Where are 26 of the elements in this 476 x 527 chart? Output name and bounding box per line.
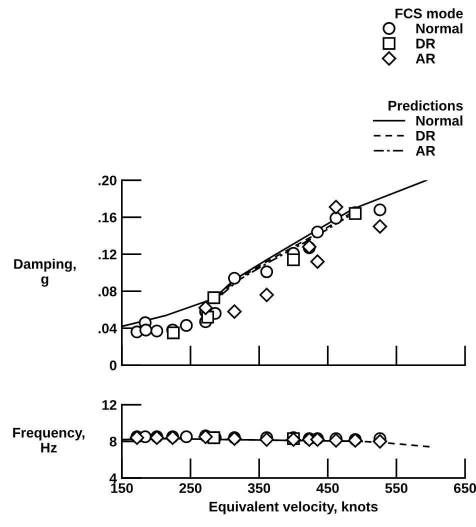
y-tick-label: 12 xyxy=(102,400,116,410)
text: Predictions xyxy=(388,100,463,111)
y-tick-label: .16 xyxy=(98,212,116,222)
legend-label: DR xyxy=(416,38,436,48)
y-tick-label: .04 xyxy=(98,324,117,334)
legend-title: FCS mode xyxy=(396,8,463,18)
legend-label: AR xyxy=(416,54,436,64)
x-axis-title: Equivalent velocity, knots xyxy=(210,501,378,514)
y-tick-label: 4 xyxy=(109,473,117,484)
y-axis-title: Frequency, Hz xyxy=(13,428,84,452)
x-tick-label: 450 xyxy=(316,483,339,494)
legend-label: Normal xyxy=(416,115,462,126)
y-tick-label: .08 xyxy=(98,286,117,296)
x-tick-label: 550 xyxy=(385,483,408,494)
y-tick-label: .20 xyxy=(98,176,116,186)
legend-label: AR xyxy=(416,146,436,156)
legend-label: Normal xyxy=(416,23,462,34)
y-tick-label: .12 xyxy=(98,250,116,260)
legend-label: DR xyxy=(416,130,436,141)
y-tick-label: 8 xyxy=(110,436,117,447)
x-tick-label: 350 xyxy=(248,483,270,494)
x-tick-label: 650 xyxy=(454,483,476,494)
x-tick-label: 150 xyxy=(111,483,133,494)
y-axis-title: Damping, g xyxy=(14,258,76,287)
y-tick-label: 0 xyxy=(110,360,116,370)
x-tick-label: 250 xyxy=(179,483,202,494)
